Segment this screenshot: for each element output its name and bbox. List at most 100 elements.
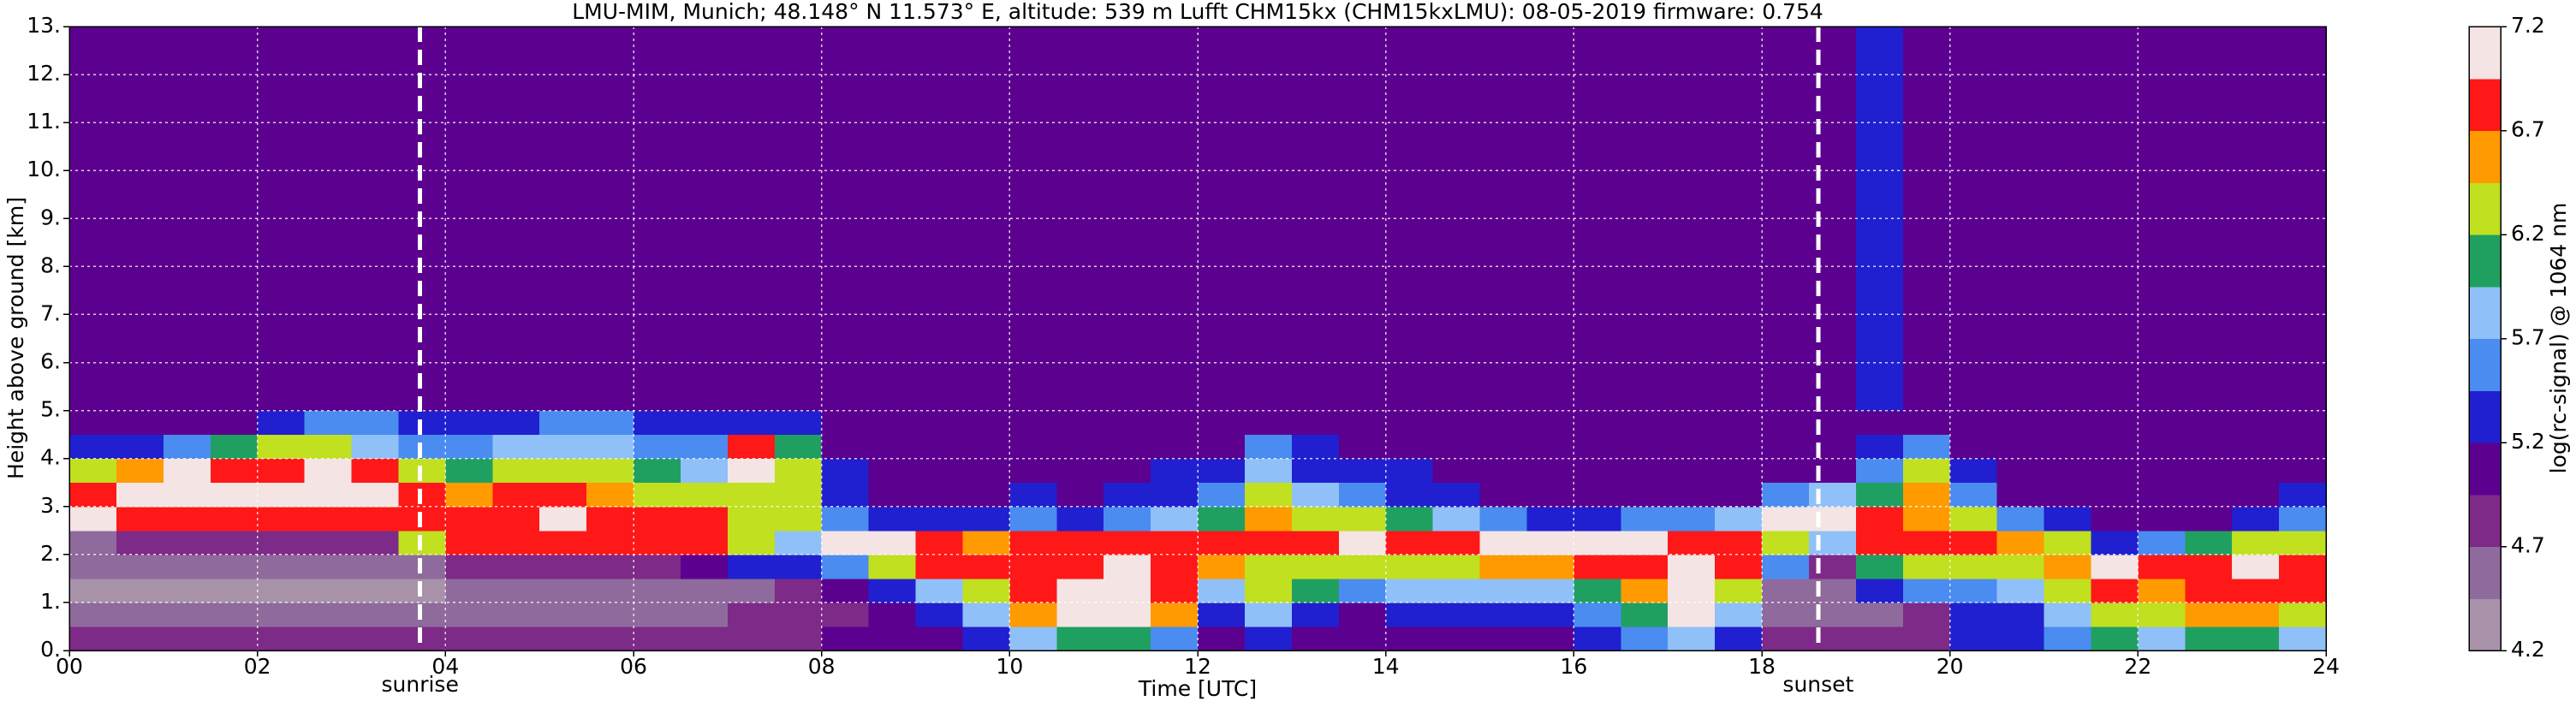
- heatmap-cell: [1056, 506, 1104, 532]
- heatmap-cell: [727, 602, 776, 627]
- heatmap-cell: [1621, 410, 1669, 436]
- heatmap-cell: [539, 410, 587, 436]
- heatmap-cell: [210, 410, 259, 436]
- heatmap-cell: [1198, 578, 1246, 603]
- heatmap-cell: [116, 602, 164, 627]
- heatmap-cell: [1338, 554, 1387, 579]
- heatmap-cell: [1715, 554, 1763, 579]
- heatmap-cell: [1949, 554, 1998, 579]
- heatmap-cell: [351, 482, 399, 508]
- heatmap-cell: [1996, 626, 2044, 651]
- heatmap-cell: [1151, 506, 1199, 532]
- heatmap-cell: [1902, 578, 1951, 603]
- heatmap-cell: [2232, 410, 2280, 436]
- heatmap-cell: [1104, 602, 1151, 627]
- heatmap-cell: [445, 27, 493, 412]
- heatmap-cell: [1385, 482, 1434, 508]
- heatmap-cell: [492, 506, 540, 532]
- heatmap-cell: [680, 410, 729, 436]
- heatmap-cell: [1668, 410, 1716, 436]
- heatmap-cell: [2232, 506, 2280, 532]
- heatmap-cell: [2044, 578, 2091, 603]
- heatmap-cell: [304, 506, 352, 532]
- heatmap-cell: [1902, 530, 1951, 556]
- heatmap-cell: [586, 482, 634, 508]
- heatmap-cell: [1338, 578, 1387, 603]
- heatmap-cell: [1715, 482, 1763, 508]
- heatmap-cell: [1574, 530, 1621, 556]
- heatmap-cell: [2091, 530, 2139, 556]
- heatmap-cell: [163, 578, 211, 603]
- heatmap-cell: [1009, 554, 1057, 579]
- colorbar-swatch: [2469, 338, 2501, 391]
- x-tick-label: 22: [2124, 654, 2151, 679]
- heatmap-cell: [2044, 482, 2091, 508]
- heatmap-cell: [1432, 626, 1480, 651]
- heatmap-cell: [1808, 506, 1857, 532]
- heatmap-cell: [445, 578, 493, 603]
- heatmap-cell: [1385, 554, 1434, 579]
- heatmap-cell: [2091, 458, 2139, 484]
- heatmap-cell: [821, 434, 870, 460]
- heatmap-cell: [2091, 554, 2139, 579]
- heatmap-cell: [1855, 530, 1904, 556]
- heatmap-cell: [69, 482, 117, 508]
- heatmap-cell: [1056, 554, 1104, 579]
- heatmap-cell: [116, 458, 164, 484]
- heatmap-cell: [163, 410, 211, 436]
- colorbar-swatch: [2469, 235, 2501, 288]
- heatmap-cell: [351, 578, 399, 603]
- heatmap-cell: [727, 530, 776, 556]
- heatmap-cell: [257, 482, 306, 508]
- heatmap-cell: [1621, 602, 1669, 627]
- heatmap-cell: [774, 410, 823, 436]
- heatmap-cell: [2185, 434, 2233, 460]
- heatmap-cell: [1949, 458, 1998, 484]
- heatmap-cell: [1104, 434, 1151, 460]
- heatmap-cell: [1479, 602, 1527, 627]
- heatmap-cell: [2044, 554, 2091, 579]
- heatmap-cell: [163, 434, 211, 460]
- heatmap-cell: [539, 434, 587, 460]
- heatmap-cell: [2138, 482, 2186, 508]
- heatmap-cell: [1244, 554, 1293, 579]
- heatmap-cell: [774, 602, 823, 627]
- heatmap-cell: [1151, 410, 1199, 436]
- heatmap-cell: [727, 410, 776, 436]
- heatmap-cell: [1244, 506, 1293, 532]
- heatmap-cell: [868, 626, 916, 651]
- heatmap-cell: [351, 554, 399, 579]
- colorbar-tick-label: 5.7: [2511, 325, 2545, 350]
- x-tick-label: 12: [1184, 654, 1211, 679]
- heatmap-cell: [2279, 554, 2327, 579]
- heatmap-cell: [2185, 554, 2233, 579]
- heatmap-cell: [445, 530, 493, 556]
- heatmap-cell: [634, 554, 681, 579]
- heatmap-cell: [69, 626, 117, 651]
- x-tick-label: 24: [2312, 654, 2340, 679]
- heatmap-cell: [210, 482, 259, 508]
- heatmap-cell: [2138, 410, 2186, 436]
- heatmap-cell: [868, 434, 916, 460]
- y-tick-label: 9.: [40, 205, 61, 229]
- heatmap-cell: [210, 458, 259, 484]
- heatmap-cell: [2279, 578, 2327, 603]
- heatmap-cell: [2138, 626, 2186, 651]
- heatmap-cell: [1668, 506, 1716, 532]
- heatmap-cell: [962, 458, 1010, 484]
- heatmap-cell: [1056, 410, 1104, 436]
- heatmap-cell: [1715, 602, 1763, 627]
- heatmap-cell: [586, 530, 634, 556]
- heatmap-cell: [821, 482, 870, 508]
- heatmap-cell: [1668, 626, 1716, 651]
- heatmap-cell: [962, 434, 1010, 460]
- heatmap-cell: [69, 506, 117, 532]
- heatmap-cell: [1762, 602, 1810, 627]
- heatmap-cell: [774, 554, 823, 579]
- heatmap-cell: [915, 482, 963, 508]
- heatmap-cell: [1291, 434, 1340, 460]
- heatmap-cell: [1855, 626, 1904, 651]
- colorbar-tick-label: 4.7: [2511, 533, 2545, 558]
- heatmap-cell: [1808, 578, 1857, 603]
- heatmap-cell: [1198, 554, 1246, 579]
